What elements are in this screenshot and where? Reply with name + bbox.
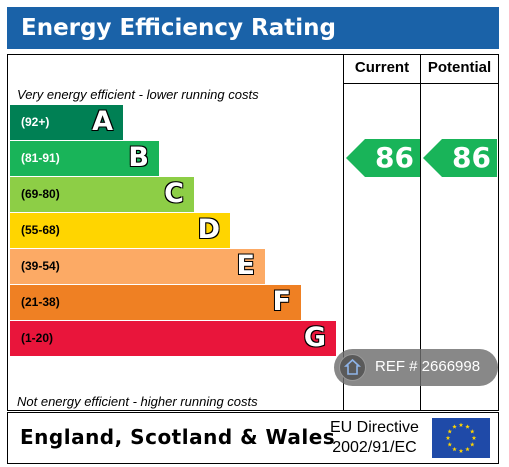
potential-rating-arrow: 86 [423,139,497,177]
rating-band-c: (69-80) C [10,177,194,212]
directive-line-1: EU Directive [330,419,419,436]
eu-star [452,424,457,429]
eu-star [452,446,457,452]
ref-badge[interactable]: REF # 2666998 [334,349,498,386]
column-header-potential: Potential [427,59,492,76]
column-header-current: Current [354,59,410,76]
band-letter: E [236,250,255,281]
band-letter: B [128,142,149,173]
header-divider [343,83,498,84]
band-letter: C [164,178,184,209]
eu-star [471,435,477,440]
directive-line-2: 2002/91/EC [332,439,417,456]
rating-chart: Current Potential Very energy efficient … [7,54,499,411]
eu-flag-icon [432,418,490,458]
rating-band-f: (21-38) F [10,285,301,320]
rating-band-a: (92+) A [10,105,123,140]
footer: England, Scotland & Wales EU Directive 2… [7,412,499,464]
home-icon [339,354,366,381]
band-range-label: (1-20) [21,331,54,345]
eu-star [445,435,451,440]
band-range-label: (55-68) [21,223,60,237]
current-rating-value: 86 [375,141,414,174]
potential-rating-value: 86 [452,141,491,174]
band-range-label: (39-54) [21,259,60,273]
band-letter: F [272,286,291,317]
band-range-label: (81-91) [21,151,60,165]
current-rating-arrow: 86 [346,139,420,177]
eu-star [447,429,453,434]
band-range-label: (92+) [21,115,50,129]
ref-number: REF # 2666998 [375,358,481,375]
rating-band-g: (1-20) G [10,321,336,356]
band-letter: G [303,322,326,353]
column-divider-potential [420,55,421,410]
rating-band-e: (39-54) E [10,249,265,284]
band-letter: A [92,106,113,137]
eu-star [458,422,464,427]
band-letter: D [197,214,220,245]
band-range-label: (69-80) [21,187,60,201]
band-range-label: (21-38) [21,295,60,309]
caption-top: Very energy efficient - lower running co… [17,87,259,102]
footer-region: England, Scotland & Wales [20,425,336,449]
eu-star [447,442,453,447]
chart-title: Energy Efficiency Rating [21,15,336,41]
eu-star [469,442,475,447]
rating-band-b: (81-91) B [10,141,159,176]
column-divider-current [343,55,344,410]
eu-star [469,429,475,434]
footer-directive: EU Directive 2002/91/EC [330,418,419,458]
eu-star [465,446,470,452]
title-bar: Energy Efficiency Rating [7,7,499,49]
eu-star [465,424,470,429]
eu-star [458,448,464,453]
caption-bottom: Not energy efficient - higher running co… [17,394,258,409]
rating-band-d: (55-68) D [10,213,230,248]
